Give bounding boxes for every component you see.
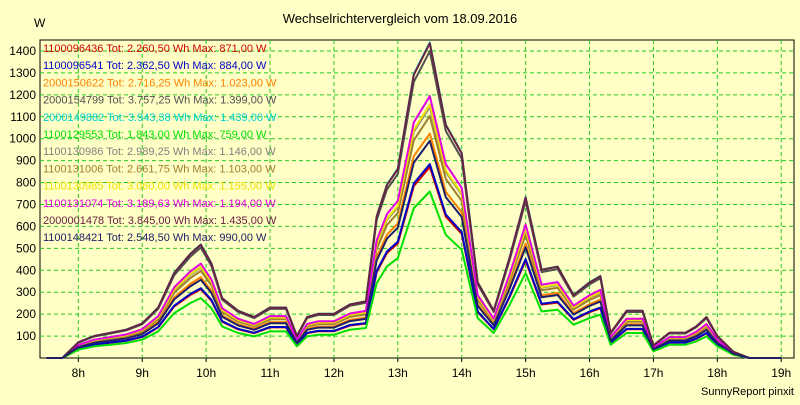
- legend-entry-1100129553: 1100129553 Tot: 1.843,00 Wh Max: 759,00 …: [43, 129, 267, 141]
- x-tick-label: 12h: [324, 366, 344, 380]
- x-tick-label: 17h: [643, 366, 663, 380]
- legend-entry-1100148421: 1100148421 Tot: 2.548,50 Wh Max: 990,00 …: [43, 232, 267, 244]
- legend-entry-1100130986: 1100130986 Tot: 2.989,25 Wh Max: 1.146,0…: [43, 146, 276, 158]
- legend-entry-1100131074: 1100131074 Tot: 3.189,63 Wh Max: 1.194,0…: [43, 198, 276, 210]
- y-tick-label: 1100: [10, 110, 36, 124]
- legend-entry-2000154799: 2000154799 Tot: 3.757,25 Wh Max: 1.399,0…: [43, 95, 277, 107]
- y-tick-label: 300: [16, 285, 36, 299]
- legend-entry-2000150622: 2000150622 Tot: 2.716,25 Wh Max: 1.023,0…: [43, 77, 277, 89]
- legend-entry-1100096541: 1100096541 Tot: 2.362,50 Wh Max: 884,00 …: [43, 60, 267, 72]
- y-tick-label: 1000: [9, 132, 36, 146]
- y-tick-label: 500: [16, 241, 36, 255]
- x-tick-label: 11h: [260, 366, 279, 380]
- x-tick-label: 14h: [452, 366, 472, 380]
- x-tick-label: 19h: [771, 366, 791, 380]
- x-tick-label: 8h: [72, 366, 85, 380]
- x-tick-label: 10h: [196, 366, 216, 380]
- footer-credit: SunnyReport pinxit: [701, 386, 794, 398]
- y-tick-label: 1200: [9, 88, 36, 102]
- y-tick-label: 1400: [9, 44, 36, 58]
- series-line-2000001478: [46, 42, 782, 359]
- y-tick-label: 200: [16, 307, 36, 321]
- x-tick-label: 9h: [136, 366, 149, 380]
- legend: 1100096436 Tot: 2.260,50 Wh Max: 871,00 …: [43, 43, 277, 244]
- y-axis-unit: W: [34, 16, 46, 30]
- legend-entry-2000001478: 2000001478 Tot: 3.845,00 Wh Max: 1.435,0…: [43, 215, 277, 227]
- series-line-1100131074: [46, 95, 782, 359]
- series-layer: [46, 41, 782, 359]
- legend-entry-1100131006: 1100131006 Tot: 2.661,75 Wh Max: 1.103,0…: [43, 163, 276, 175]
- x-tick-label: 18h: [707, 366, 727, 380]
- y-tick-label: 800: [16, 176, 36, 190]
- axis-layer: 100 200 300 400 500 600 700 800 900 1000 1100 1200 1…: [9, 44, 791, 380]
- series-line-1100129553: [46, 190, 782, 359]
- y-tick-label: 900: [16, 154, 36, 168]
- legend-entry-2000149882: 2000149882 Tot: 3.943,38 Wh Max: 1.439,0…: [43, 112, 277, 124]
- y-tick-label: 1300: [9, 66, 36, 80]
- x-tick-label: 15h: [516, 366, 536, 380]
- y-tick-label: 400: [16, 263, 36, 277]
- y-tick-label: 100: [16, 329, 36, 343]
- x-tick-label: 13h: [388, 366, 408, 380]
- grid-layer: [40, 40, 794, 358]
- chart-title: Wechselrichtervergleich vom 18.09.2016: [283, 11, 518, 26]
- x-tick-label: 16h: [580, 366, 600, 380]
- y-tick-label: 700: [16, 197, 36, 211]
- legend-entry-1100130985: 1100130985 Tot: 3.060,00 Wh Max: 1.155,0…: [43, 181, 276, 193]
- y-tick-label: 600: [16, 219, 36, 233]
- legend-entry-1100096436: 1100096436 Tot: 2.260,50 Wh Max: 871,00 …: [43, 43, 267, 55]
- series-line-1100148421: [46, 139, 782, 359]
